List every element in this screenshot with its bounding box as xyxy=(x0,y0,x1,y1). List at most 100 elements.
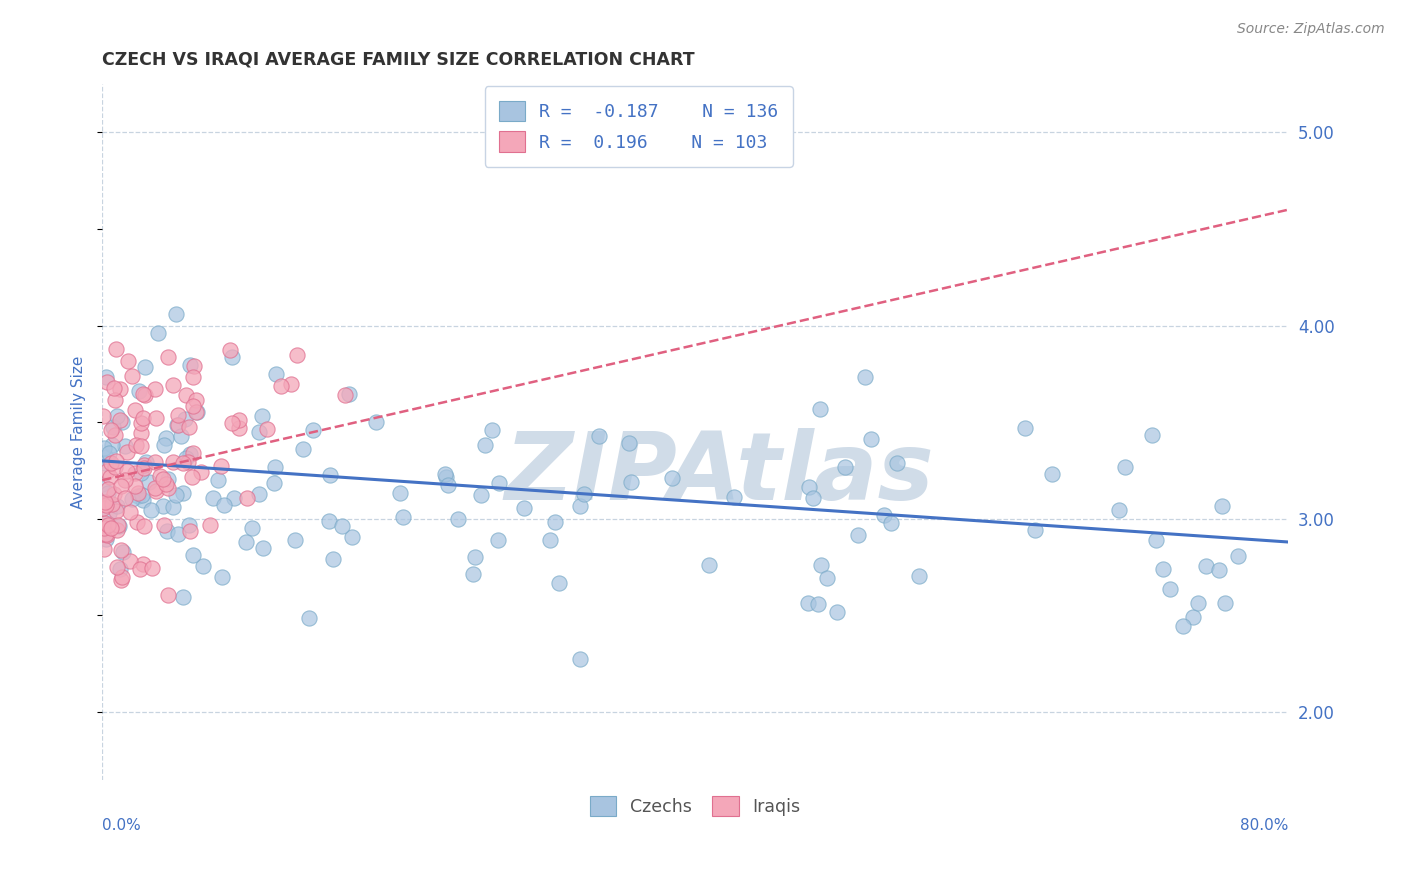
Text: 0.0%: 0.0% xyxy=(103,818,141,833)
Point xyxy=(1211,499,1233,513)
Point xyxy=(392,509,415,524)
Point xyxy=(104,342,127,356)
Point xyxy=(330,519,353,533)
Point xyxy=(298,611,321,625)
Point xyxy=(97,482,120,496)
Point xyxy=(96,375,118,389)
Point xyxy=(98,470,121,484)
Point xyxy=(93,441,115,455)
Point xyxy=(172,486,194,500)
Point xyxy=(1114,460,1136,475)
Point xyxy=(111,545,134,559)
Point xyxy=(250,409,273,423)
Point xyxy=(103,428,125,442)
Point xyxy=(572,486,595,500)
Point xyxy=(797,596,820,610)
Y-axis label: Average Family Size: Average Family Size xyxy=(72,355,86,508)
Point xyxy=(801,491,824,506)
Point xyxy=(209,458,232,473)
Point xyxy=(388,486,411,500)
Point xyxy=(94,450,117,465)
Point xyxy=(588,429,610,443)
Point xyxy=(880,516,903,530)
Point xyxy=(145,481,167,495)
Point xyxy=(145,484,167,499)
Point xyxy=(93,521,115,535)
Point xyxy=(808,401,831,416)
Point xyxy=(127,486,149,500)
Point xyxy=(104,392,127,407)
Point xyxy=(179,518,201,533)
Point xyxy=(797,480,820,494)
Point xyxy=(620,475,643,490)
Point xyxy=(134,388,156,402)
Point xyxy=(181,548,204,562)
Point xyxy=(124,403,146,417)
Point xyxy=(474,438,496,452)
Point xyxy=(93,456,115,470)
Point xyxy=(152,472,174,486)
Point xyxy=(252,541,274,555)
Point xyxy=(162,454,184,468)
Point xyxy=(513,501,536,516)
Point xyxy=(318,468,340,483)
Point xyxy=(100,423,122,437)
Point xyxy=(156,588,179,602)
Point xyxy=(538,533,561,547)
Point xyxy=(174,412,197,426)
Point xyxy=(886,456,908,470)
Point xyxy=(114,439,136,453)
Point xyxy=(318,514,340,528)
Text: CZECH VS IRAQI AVERAGE FAMILY SIZE CORRELATION CHART: CZECH VS IRAQI AVERAGE FAMILY SIZE CORRE… xyxy=(103,51,695,69)
Point xyxy=(825,605,848,619)
Point xyxy=(128,562,150,576)
Point xyxy=(105,523,128,537)
Point xyxy=(183,359,205,374)
Point xyxy=(132,492,155,507)
Point xyxy=(108,518,131,533)
Point xyxy=(1213,596,1236,610)
Point xyxy=(1182,609,1205,624)
Point xyxy=(108,562,131,576)
Point xyxy=(172,456,194,470)
Point xyxy=(124,467,146,481)
Point xyxy=(165,488,187,502)
Point xyxy=(96,532,118,546)
Point xyxy=(617,435,640,450)
Point xyxy=(221,416,243,430)
Point xyxy=(190,465,212,479)
Point xyxy=(94,495,117,509)
Point xyxy=(284,533,307,548)
Point xyxy=(127,489,149,503)
Point xyxy=(125,515,148,529)
Point xyxy=(179,419,201,434)
Point xyxy=(1171,619,1194,633)
Point xyxy=(263,476,285,491)
Point xyxy=(174,450,197,465)
Point xyxy=(486,533,509,547)
Point xyxy=(146,326,169,340)
Point xyxy=(117,354,139,368)
Point xyxy=(155,431,177,445)
Point xyxy=(301,423,323,437)
Point xyxy=(548,575,571,590)
Point xyxy=(118,554,141,568)
Point xyxy=(132,387,155,401)
Point xyxy=(129,426,152,441)
Point xyxy=(97,486,120,500)
Point xyxy=(470,488,492,502)
Point xyxy=(256,421,278,435)
Point xyxy=(1144,533,1167,547)
Point xyxy=(114,491,136,506)
Point xyxy=(156,524,179,539)
Text: 80.0%: 80.0% xyxy=(1240,818,1288,833)
Point xyxy=(111,415,134,429)
Point xyxy=(97,506,120,520)
Point xyxy=(447,511,470,525)
Point xyxy=(723,490,745,504)
Point xyxy=(180,470,202,484)
Point xyxy=(224,491,246,505)
Point xyxy=(107,518,129,533)
Point xyxy=(97,518,120,533)
Point xyxy=(661,471,683,485)
